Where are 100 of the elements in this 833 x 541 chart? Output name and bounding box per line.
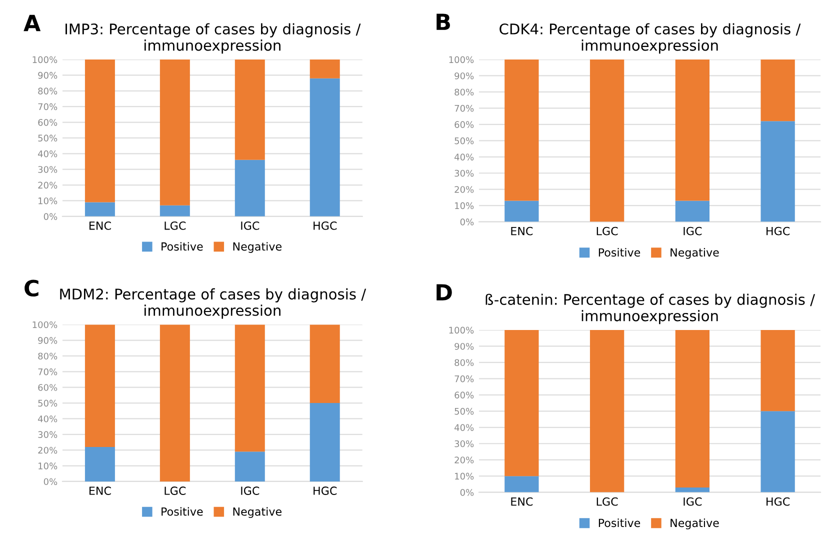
y-tick-label: 100% [32,321,58,328]
bar [760,121,795,222]
bar [84,60,115,202]
chart-title: IMP3: Percentage of cases by diagnosis / immunoexpression [66,23,361,54]
bar [310,78,340,216]
y-tick-label: 10% [455,472,474,480]
y-tick-label: 70% [38,103,58,110]
y-tick-label: 20% [38,446,58,454]
bar [234,60,265,160]
text: B [436,14,450,30]
y-tick-label: 100% [32,56,58,64]
bar [160,60,190,206]
x-tick-label: IGC [684,497,702,506]
legend-label: Negative [233,242,282,253]
y-tick-label: 50% [454,137,474,144]
bar [234,452,265,482]
bar [590,60,624,222]
chart-title: MDM2: Percentage of cases by diagnosis / immunoexpression [60,288,366,319]
x-tick-label: LGC [164,221,186,230]
bar [504,330,539,476]
bar [310,403,340,482]
y-tick-label: 60% [454,121,474,128]
x-tick-label: HGC [314,486,337,495]
legend-label: Negative [670,518,719,530]
bar [234,160,265,216]
legend-label: Positive [598,518,640,528]
y-tick-label: 80% [38,88,58,94]
bar [760,411,795,492]
legend-label: Negative [233,507,282,518]
bar [84,446,115,482]
bar [160,324,190,482]
y-tick-label: 40% [454,424,474,431]
y-tick-label: 60% [38,384,58,391]
y-tick-label: 0% [44,478,58,486]
y-tick-label: 10% [455,202,474,210]
y-tick-label: 0% [44,213,58,220]
y-tick-label: 20% [38,182,58,189]
bar [160,205,190,216]
y-tick-label: 40% [454,154,474,160]
bar [84,324,115,447]
y-tick-label: 30% [454,170,474,177]
bar [675,330,710,488]
y-tick-label: 0% [460,218,474,226]
y-tick-label: 30% [38,166,58,173]
bar [760,330,795,412]
chart-title: ß-catenin: Percentage of cases by diagnosis / immunoexpression [486,294,816,324]
y-tick-label: 90% [38,72,58,79]
y-tick-label: 90% [454,72,474,80]
bar [675,60,710,201]
bar [675,200,710,222]
text: D [436,284,452,300]
bar [234,324,265,452]
y-tick-label: 70% [454,104,474,112]
legend-label: Positive [162,507,203,516]
y-tick-label: 50% [38,400,58,407]
y-tick-label: 30% [454,440,474,448]
bar [590,330,624,492]
bar [310,324,340,404]
bar [504,60,539,201]
legend-label: Positive [162,242,203,251]
y-tick-label: 80% [454,88,474,96]
x-tick-label: ENC [511,226,533,236]
y-tick-label: 80% [38,352,58,360]
bar [675,487,710,492]
x-tick-label: HGC [766,497,790,506]
bar [760,60,795,122]
y-tick-label: 20% [454,186,474,193]
y-tick-label: 60% [454,392,474,398]
y-tick-label: 10% [38,197,58,204]
x-tick-label: IGC [241,486,260,495]
legend-label: Negative [670,248,719,259]
y-tick-label: 70% [454,375,474,382]
y-tick-label: 90% [38,337,58,344]
y-tick-label: 60% [38,118,58,126]
x-tick-label: IGC [241,221,260,230]
x-tick-label: LGC [164,486,186,495]
y-tick-label: 50% [38,134,58,142]
y-tick-label: 100% [449,326,474,334]
text: C [24,280,38,297]
text: A [24,14,41,32]
y-tick-label: 20% [454,456,474,464]
x-tick-label: HGC [766,226,790,236]
y-tick-label: 0% [460,489,474,496]
bar [504,476,539,492]
y-tick-label: 40% [38,415,58,422]
y-tick-label: 10% [38,462,58,470]
y-tick-label: 50% [454,408,474,415]
x-tick-label: ENC [90,221,111,230]
chart-title: CDK4: Percentage of cases by diagnosis / immunoexpression [500,23,801,54]
y-tick-label: 80% [454,359,474,366]
x-tick-label: ENC [511,497,533,506]
y-tick-label: 100% [449,56,474,64]
bar [84,202,115,216]
x-tick-label: HGC [314,221,337,230]
x-tick-label: ENC [90,486,111,495]
x-tick-label: LGC [596,497,618,506]
x-tick-label: LGC [596,226,618,236]
y-tick-label: 30% [38,431,58,438]
y-tick-label: 70% [38,368,58,376]
x-tick-label: IGC [684,226,702,236]
